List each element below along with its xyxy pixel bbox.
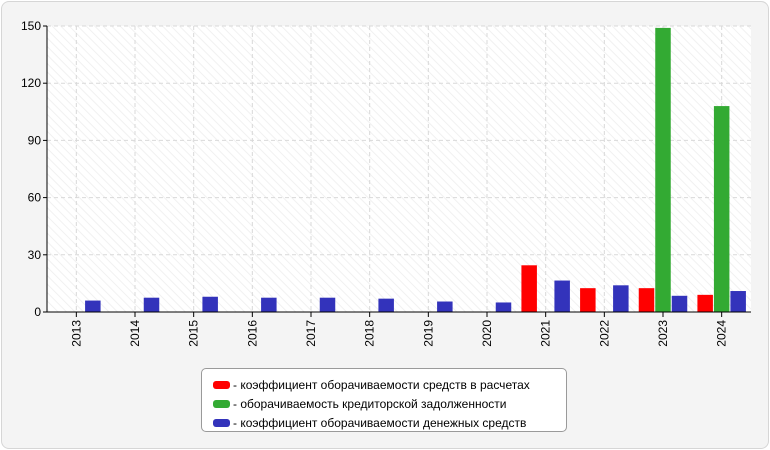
legend-item: - коэффициент оборачиваемости денежных с… — [213, 413, 566, 432]
bar-3-2021 — [554, 280, 570, 312]
bar-1-2022 — [580, 288, 596, 312]
legend-item: - коэффициент оборачиваемости средств в … — [213, 375, 566, 394]
x-tick-label: 2016 — [245, 320, 259, 347]
bar-3-2013 — [85, 300, 101, 312]
y-tick-label: 0 — [34, 305, 41, 319]
x-tick-label: 2015 — [187, 320, 201, 347]
y-tick-label: 60 — [28, 191, 42, 205]
bar-3-2014 — [143, 297, 160, 312]
bar-1-2021 — [521, 265, 537, 312]
y-tick-label: 120 — [21, 76, 41, 90]
bar-3-2017 — [319, 297, 336, 312]
bar-3-2018 — [378, 298, 394, 312]
bar-2-2024 — [713, 106, 730, 312]
x-tick-label: 2023 — [656, 320, 670, 347]
legend: - коэффициент оборачиваемости средств в … — [201, 368, 567, 432]
bar-3-2020 — [495, 302, 512, 312]
x-tick-label: 2018 — [363, 320, 377, 347]
bar-3-2024 — [730, 291, 746, 312]
y-tick-label: 30 — [28, 248, 42, 262]
y-tick-label: 90 — [28, 133, 42, 147]
legend-swatch — [213, 418, 230, 427]
x-tick-label: 2024 — [715, 320, 729, 347]
y-tick-label: 150 — [21, 19, 41, 33]
x-tick-label: 2013 — [69, 320, 83, 347]
bar-3-2023 — [671, 295, 688, 312]
bar-2-2023 — [655, 27, 671, 312]
plot-area — [47, 26, 751, 312]
legend-label: - коэффициент оборачиваемости средств в … — [233, 377, 530, 392]
bar-1-2024 — [697, 294, 713, 312]
x-tick-label: 2022 — [597, 320, 611, 347]
bar-3-2015 — [202, 296, 218, 312]
bar-3-2022 — [613, 285, 629, 312]
legend-swatch — [213, 399, 230, 408]
bar-3-2019 — [437, 301, 453, 312]
x-tick-label: 2021 — [539, 320, 553, 347]
legend-label: - коэффициент оборачиваемости денежных с… — [233, 415, 527, 430]
legend-item: - оборачиваемость кредиторской задолженн… — [213, 394, 566, 413]
bar-1-2023 — [638, 288, 655, 312]
x-tick-label: 2020 — [480, 320, 494, 347]
legend-swatch — [213, 380, 230, 389]
x-tick-label: 2017 — [304, 320, 318, 347]
legend-label: - оборачиваемость кредиторской задолженн… — [233, 396, 507, 411]
bar-3-2016 — [261, 297, 277, 312]
x-tick-label: 2019 — [421, 320, 435, 347]
x-tick-label: 2014 — [128, 320, 142, 347]
